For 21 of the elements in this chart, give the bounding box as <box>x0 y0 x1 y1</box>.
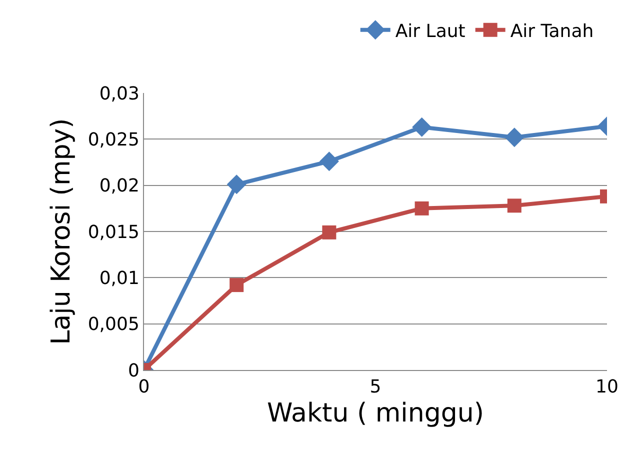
x-tick-label: 10 <box>596 376 618 398</box>
y-tick-label: 0,015 <box>88 222 140 243</box>
y-tick-label: 0,02 <box>99 176 140 197</box>
legend-label: Air Tanah <box>510 20 594 42</box>
point <box>507 198 522 213</box>
y-tick-label: 0,01 <box>99 268 140 289</box>
x-axis-title: Waktu ( minggu) <box>266 398 484 428</box>
y-tick-label: 0 <box>128 360 140 382</box>
point <box>226 174 246 194</box>
legend-label: Air Laut <box>395 20 466 42</box>
x-tick-label: 5 <box>370 376 382 398</box>
point <box>414 201 429 216</box>
y-tick-label: 0,03 <box>99 83 140 104</box>
y-axis-title: Laju Korosi (mpy) <box>46 118 76 345</box>
point <box>319 152 339 172</box>
point <box>230 278 244 292</box>
point <box>322 225 336 240</box>
point <box>504 128 524 148</box>
point <box>412 117 432 137</box>
y-tick-label: 0,025 <box>88 129 140 150</box>
y-tick-label: 0,005 <box>88 314 140 336</box>
